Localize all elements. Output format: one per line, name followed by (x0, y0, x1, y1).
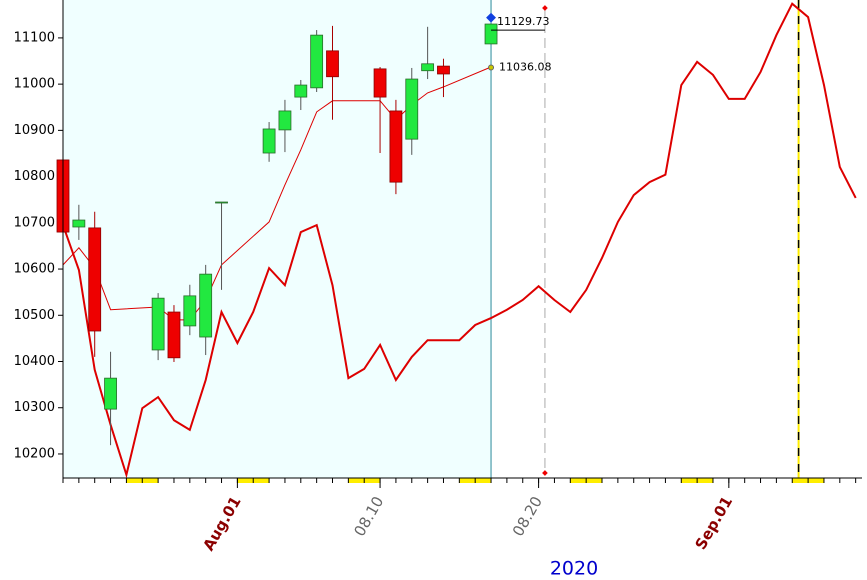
candle-body (484, 23, 498, 45)
x-tick-label: Aug.01 (199, 493, 244, 554)
y-tick-label: 10800 (14, 169, 55, 184)
candle-body (151, 297, 165, 351)
y-tick-label: 10200 (14, 446, 55, 461)
candle-body (88, 227, 102, 332)
candle-body (326, 50, 339, 78)
history-area (63, 0, 492, 478)
y-tick-label: 10400 (14, 354, 55, 369)
candle-body (421, 63, 435, 72)
candle-body (167, 311, 181, 359)
y-tick-label: 10900 (14, 123, 55, 138)
annotation: 11036.08 (499, 60, 552, 73)
annotation-dot (488, 64, 495, 71)
annotation: 11129.73 (497, 15, 550, 28)
y-tick-label: 10500 (14, 308, 55, 323)
candle-body (72, 219, 86, 228)
marker-dot (542, 5, 548, 11)
x-tick-label: Sep.01 (691, 493, 736, 552)
y-tick-label: 11000 (14, 77, 55, 92)
candle-body (183, 295, 197, 327)
candle-body (104, 377, 117, 410)
x-axis-label: 2020 (550, 558, 598, 580)
candle-body (437, 65, 450, 75)
candle-body (199, 273, 213, 338)
candle-body (294, 84, 308, 98)
candle-body (389, 110, 403, 183)
y-tick-label: 10600 (14, 262, 55, 277)
y-tick-label: 10300 (14, 400, 55, 415)
candle-body (215, 201, 228, 204)
line-series (62, 2, 857, 479)
candle-body (405, 78, 419, 140)
candle-body (310, 34, 324, 89)
x-tick-label: 08.20 (509, 493, 546, 539)
candle-body (278, 110, 292, 131)
candle-body (373, 68, 387, 98)
x-tick-label: 08.10 (350, 493, 387, 539)
y-tick-label: 11100 (14, 30, 55, 45)
candle-body (262, 128, 276, 154)
y-tick-label: 10700 (14, 215, 55, 230)
marker-dot (542, 470, 548, 476)
